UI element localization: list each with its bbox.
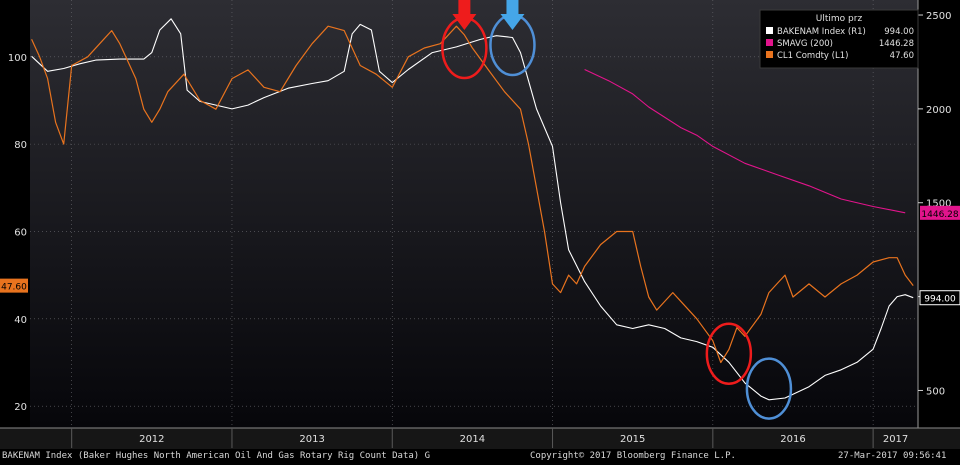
blue-circle — [745, 357, 793, 420]
footer-source: BAKENAM Index (Baker Hughes North Americ… — [2, 451, 431, 461]
bakenam-value-tag — [919, 290, 960, 306]
legend-box — [759, 9, 919, 69]
legend-swatch — [766, 27, 773, 34]
legend-swatch — [766, 51, 773, 58]
legend-label: SMAVG (200) — [777, 39, 833, 49]
chart-svg: 2040608010050010001500200025002012201320… — [0, 0, 960, 449]
plot-background — [30, 0, 918, 428]
right-tick-label: 2500 — [926, 11, 951, 22]
bakenam-value-tag-text: 994.00 — [924, 295, 956, 305]
legend-value: 47.60 — [890, 51, 914, 61]
right-tick-label: 500 — [926, 386, 945, 397]
blue-arrow — [500, 0, 525, 30]
left-tick-label: 80 — [14, 140, 27, 151]
legend: Ultimo prz BAKENAM Index (R1) 994.00 SMAVG … — [759, 9, 919, 69]
red-arrow — [452, 0, 477, 30]
grid — [30, 0, 918, 428]
smavg-value-tag-text: 1446.28 — [921, 210, 958, 220]
series-line — [584, 69, 906, 214]
x-axis-strip — [0, 428, 960, 449]
left-value-tag — [0, 278, 28, 293]
right-tick-label: 1500 — [926, 199, 951, 210]
axes: 2040608010050010001500200025002012201320… — [0, 0, 960, 449]
left-tick-label: 20 — [14, 402, 27, 413]
legend-value: 994.00 — [884, 27, 914, 37]
legend-value: 1446.28 — [879, 39, 914, 49]
footer-timestamp: 27-Mar-2017 09:56:41 — [838, 451, 947, 461]
x-tick-label: 2017 — [883, 434, 908, 445]
series-line — [31, 25, 914, 364]
left-value-tag-text: 47.60 — [1, 283, 27, 293]
x-tick-label: 2013 — [299, 434, 324, 445]
x-tick-label: 2016 — [780, 434, 805, 445]
right-tick-label: 2000 — [926, 105, 951, 116]
x-tick-label: 2014 — [460, 434, 485, 445]
x-tick-label: 2015 — [620, 434, 645, 445]
x-tick-label: 2012 — [139, 434, 164, 445]
legend-label: BAKENAM Index (R1) — [777, 27, 866, 37]
legend-title: Ultimo prz — [816, 14, 863, 24]
legend-swatch — [766, 39, 773, 46]
smavg-value-tag — [920, 205, 960, 220]
legend-label: CL1 Comdty (L1) — [777, 51, 848, 61]
left-tick-label: 40 — [14, 315, 27, 326]
footer: BAKENAM Index (Baker Hughes North Americ… — [0, 449, 960, 465]
red-circle — [705, 322, 753, 386]
footer-copyright: Copyright© 2017 Bloomberg Finance L.P. — [530, 451, 736, 461]
left-tick-label: 100 — [8, 53, 27, 64]
left-tick-label: 60 — [14, 227, 27, 238]
